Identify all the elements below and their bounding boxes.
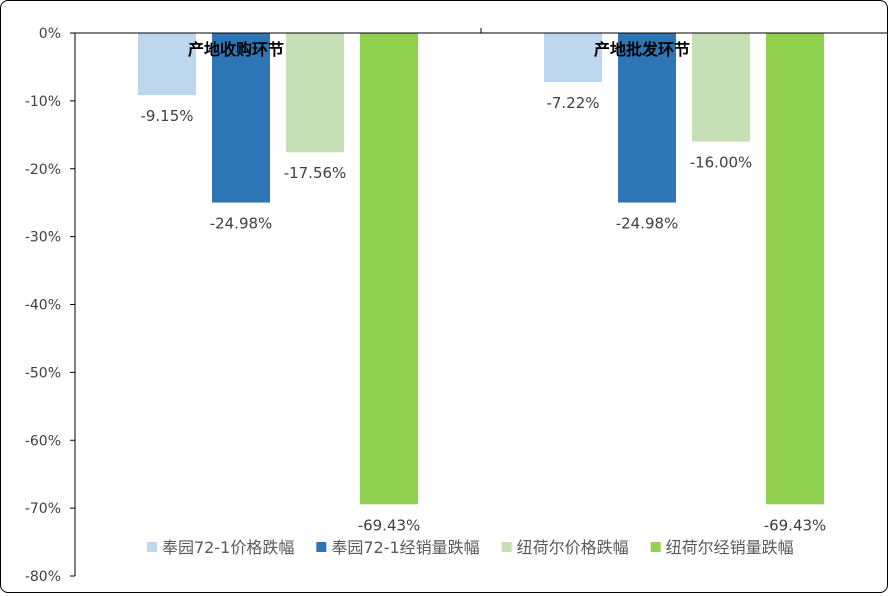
legend-swatch [147,542,157,552]
legend-label: 纽荷尔价格跌幅 [517,538,629,557]
data-label: -24.98% [616,215,679,233]
y-tick-label: -40% [25,298,61,314]
bar [360,33,418,505]
data-label: -7.22% [546,94,599,112]
bar [544,33,602,83]
data-label: -24.98% [210,215,273,233]
legend-label: 纽荷尔经销量跌幅 [666,538,794,557]
y-tick-label: 0% [39,26,61,42]
y-tick-label: -60% [25,433,61,449]
y-tick-label: -10% [25,94,61,110]
data-label: -16.00% [690,154,753,172]
data-label: -17.56% [284,164,347,182]
bar [692,33,750,142]
data-label: -9.15% [140,107,193,125]
y-tick-label: -30% [25,230,61,246]
y-axis: 0% -10% -20% -30% -40% -50% -60% -70% -80% [25,26,76,585]
data-labels: -9.15% -24.98% -17.56% -69.43% -7.22% -24.98%… [140,94,826,534]
bar [212,33,270,203]
legend: 奉园72-1价格跌幅 奉园72-1经销量跌幅 纽荷尔价格跌幅 纽荷尔经销量跌幅 [147,538,794,557]
legend-swatch [501,542,512,552]
bar [766,33,824,505]
legend-swatch [316,542,327,552]
legend-label: 奉园72-1经销量跌幅 [331,538,479,557]
y-tick-label: -50% [25,365,61,381]
category-label: 产地批发环节 [594,40,690,59]
data-label: -69.43% [358,516,421,534]
y-tick-label: -70% [25,501,61,517]
category-labels: 产地收购环节 产地批发环节 [188,40,690,59]
bar [286,33,344,153]
legend-swatch [650,542,661,552]
bar [618,33,676,203]
bars-group [138,33,824,505]
data-label: -69.43% [764,516,827,534]
y-tick-label: -20% [25,162,61,178]
x-axis [75,28,887,34]
category-label: 产地收购环节 [188,40,284,59]
legend-label: 奉园72-1价格跌幅 [162,538,294,557]
y-tick-label: -80% [25,569,61,585]
bar [138,33,196,96]
